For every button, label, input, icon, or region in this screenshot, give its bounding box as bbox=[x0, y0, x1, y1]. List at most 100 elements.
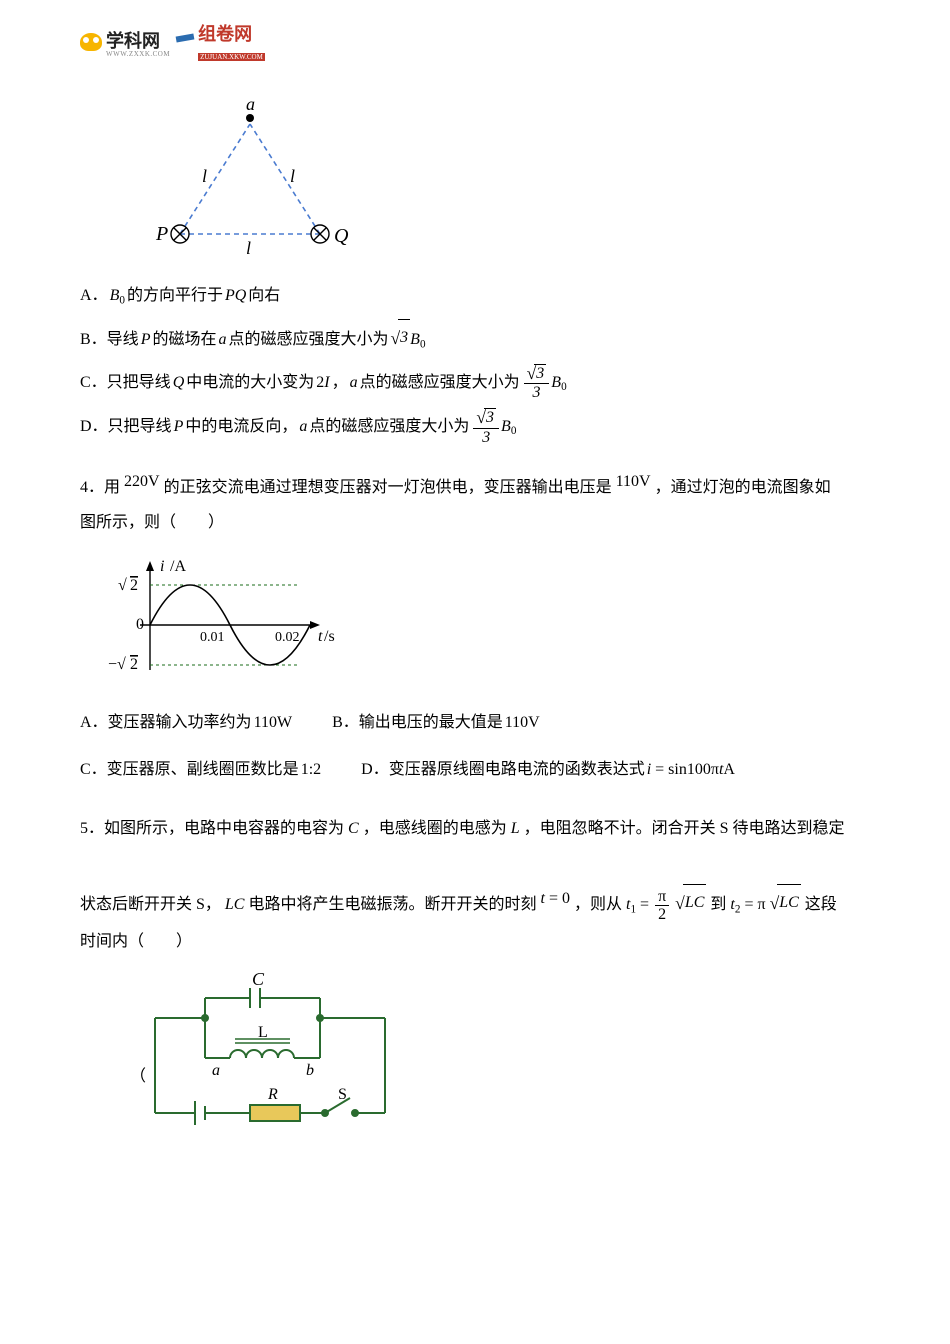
svg-text:l: l bbox=[290, 166, 295, 186]
q4b-pre: B．输出电压的最大值是 bbox=[332, 705, 503, 740]
q4-line2: 图所示，则（ ） bbox=[80, 514, 224, 531]
q3c-fracnum: 3 bbox=[534, 364, 546, 383]
q4a-pre: A．变压器输入功率约为 bbox=[80, 705, 252, 740]
q5-t1eq: = bbox=[636, 896, 653, 913]
svg-text:l: l bbox=[202, 166, 207, 186]
logo-zjw: 组卷网 ZUJUAN.XKW.COM bbox=[176, 20, 265, 64]
svg-text:2: 2 bbox=[130, 577, 138, 594]
q3d-P: P bbox=[174, 409, 184, 444]
q4-graph: i /A √ 2 0 −√ 2 0.01 0.02 t /s bbox=[100, 555, 870, 685]
gradcap-icon bbox=[176, 33, 194, 51]
svg-text:2: 2 bbox=[130, 656, 138, 673]
q3d-a: a bbox=[299, 409, 307, 444]
q3b-a: a bbox=[218, 322, 226, 357]
q4-options: A．变压器输入功率约为 110W B．输出电压的最大值是 110V C．变压器原… bbox=[80, 699, 870, 793]
q3c-bsub: 0 bbox=[561, 381, 567, 393]
q4-mid1: 的正弦交流电通过理想变压器对一灯泡供电，变压器输出电压是 bbox=[164, 479, 612, 496]
q5-line3: 时间内（ ） bbox=[80, 933, 192, 950]
q3c-b: B bbox=[551, 374, 561, 391]
q5-mid3: ，则从 bbox=[574, 896, 622, 913]
svg-text:0.02: 0.02 bbox=[275, 630, 300, 645]
q5-sqrt2: LC bbox=[777, 884, 801, 920]
q4-v1: 220V bbox=[124, 464, 160, 499]
q3d-mid: 中的电流反向， bbox=[185, 409, 297, 444]
q3-opt-a: A． B0 的方向平行于 PQ 向右 bbox=[80, 278, 870, 313]
logo-zjw-text: 组卷网 bbox=[198, 24, 252, 44]
q5-tail: 这段 bbox=[805, 896, 837, 913]
q3b-P: P bbox=[141, 322, 151, 357]
triangle-svg: a l l l P Q bbox=[140, 94, 360, 264]
svg-text:t: t bbox=[318, 628, 323, 645]
q5-circuit: C L a b R S （ bbox=[120, 973, 870, 1143]
svg-text:√: √ bbox=[118, 577, 127, 594]
q3-diagram: a l l l P Q bbox=[140, 94, 870, 264]
svg-text:l: l bbox=[246, 238, 251, 258]
svg-text:（: （ bbox=[130, 1067, 146, 1085]
circuit-svg: C L a b R S （ bbox=[120, 973, 420, 1143]
svg-text:R: R bbox=[267, 1086, 278, 1103]
q3d-tail: 点的磁感应强度大小为 bbox=[309, 409, 469, 444]
q5-to: 到 bbox=[710, 896, 726, 913]
q4-opt-c: C．变压器原、副线圈匝数比是 1:2 bbox=[80, 752, 321, 787]
q3b-pre: B．导线 bbox=[80, 322, 139, 357]
q5-mid2: ，电阻忽略不计。闭合开关 S 待电路达到稳定 bbox=[524, 820, 845, 837]
q5-l2a: 状态后断开开关 S， bbox=[80, 896, 221, 913]
q3a-pq: PQ bbox=[225, 278, 246, 313]
logo-xkw-sub: WWW.ZXXK.COM bbox=[106, 50, 170, 58]
logo-zjw-sub: ZUJUAN.XKW.COM bbox=[198, 53, 265, 61]
q3b-b: B bbox=[410, 331, 420, 348]
q4-mid2: ，通过灯泡的电流图象如 bbox=[655, 479, 831, 496]
q4-opt-a: A．变压器输入功率约为 110W bbox=[80, 705, 292, 740]
q4a-val: 110W bbox=[254, 705, 293, 740]
q4-stem: 4．用 220V 的正弦交流电通过理想变压器对一灯泡供电，变压器输出电压是 11… bbox=[80, 464, 870, 540]
q3c-Q: Q bbox=[173, 365, 185, 400]
q3a-b: B bbox=[110, 287, 120, 304]
q5-t2eq: = π bbox=[740, 896, 765, 913]
q3c-I: I bbox=[324, 374, 329, 391]
q3a-bsub: 0 bbox=[119, 294, 125, 306]
q5-stem: 5．如图所示，电路中电容器的电容为 C ，电感线圈的电感为 L ，电阻忽略不计。… bbox=[80, 811, 870, 959]
svg-text:P: P bbox=[155, 223, 168, 245]
q3c-mid2: ， bbox=[332, 365, 348, 400]
q4d-pre: D．变压器原线圈电路电流的函数表达式 bbox=[361, 752, 645, 787]
header-logos: 学科网 WWW.ZXXK.COM 组卷网 ZUJUAN.XKW.COM bbox=[80, 20, 870, 64]
q4d-u: A bbox=[723, 761, 735, 778]
q5-num: 5．如图所示，电路中电容器的电容为 bbox=[80, 820, 348, 837]
q5-two: 2 bbox=[655, 906, 669, 924]
logo-xkw: 学科网 WWW.ZXXK.COM bbox=[80, 27, 170, 58]
q4c-pre: C．变压器原、副线圈匝数比是 bbox=[80, 752, 299, 787]
q3b-mid2: 点的磁感应强度大小为 bbox=[228, 322, 388, 357]
q3d-b: B bbox=[501, 418, 511, 435]
q3b-mid: 的磁场在 bbox=[152, 322, 216, 357]
q5-sqrt1: LC bbox=[683, 884, 707, 920]
svg-text:/A: /A bbox=[170, 558, 186, 575]
q3c-pre: C．只把导线 bbox=[80, 365, 171, 400]
q4d-eq: = sin100π bbox=[651, 761, 719, 778]
svg-text:−√: −√ bbox=[108, 656, 126, 673]
svg-text:C: C bbox=[252, 973, 265, 989]
q3-options: A． B0 的方向平行于 PQ 向右 B．导线 P 的磁场在 a 点的磁感应强度… bbox=[80, 278, 870, 446]
svg-text:a: a bbox=[212, 1062, 220, 1079]
q3a-tail: 向右 bbox=[248, 278, 280, 313]
q4b-val: 110V bbox=[505, 705, 540, 740]
q3a-txt: 的方向平行于 bbox=[127, 278, 223, 313]
q3b-bsub: 0 bbox=[420, 339, 426, 351]
svg-text:Q: Q bbox=[334, 225, 349, 247]
q5-C: C bbox=[348, 820, 359, 837]
q3a-prefix: A． bbox=[80, 278, 108, 313]
q4c-val: 1:2 bbox=[301, 752, 321, 787]
sine-graph-svg: i /A √ 2 0 −√ 2 0.01 0.02 t /s bbox=[100, 555, 340, 685]
q3c-a: a bbox=[350, 365, 358, 400]
q3d-fracden: 3 bbox=[479, 429, 493, 447]
q5-pi1: π bbox=[655, 888, 669, 907]
q3b-sqrt: 3 bbox=[398, 319, 410, 355]
q4-opt-b: B．输出电压的最大值是 110V bbox=[332, 705, 540, 740]
q3-opt-d: D．只把导线 P 中的电流反向， a 点的磁感应强度大小为 √3 3 B0 bbox=[80, 408, 870, 446]
svg-text:a: a bbox=[246, 94, 255, 114]
q5-mid1: ，电感线圈的电感为 bbox=[363, 820, 511, 837]
q5-t0eq: = 0 bbox=[545, 890, 570, 907]
q3c-mid: 中电流的大小变为 bbox=[186, 365, 314, 400]
svg-text:L: L bbox=[258, 1024, 268, 1041]
q4-opt-d: D．变压器原线圈电路电流的函数表达式 i = sin100πtA bbox=[361, 752, 735, 787]
q5-l2b: 电路中将产生电磁振荡。断开开关的时刻 bbox=[248, 896, 536, 913]
